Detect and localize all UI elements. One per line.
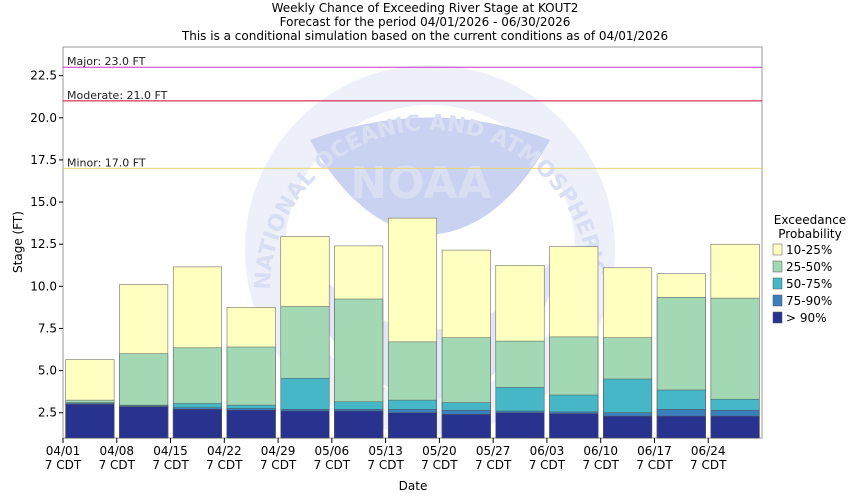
bar-stacks xyxy=(65,217,760,439)
y-tick-label-4: 12.5 xyxy=(30,237,57,251)
x-tick-date-8: 05/27 xyxy=(476,444,511,458)
x-tick-date-4: 04/29 xyxy=(261,444,296,458)
x-tick-time-3: 7 CDT xyxy=(206,458,243,472)
bar-segment-4-4 xyxy=(280,410,330,439)
bar-stack-2 xyxy=(172,266,222,439)
x-tick-date-3: 04/22 xyxy=(207,444,242,458)
bar-stack-6 xyxy=(388,217,437,439)
legend-swatch-3 xyxy=(772,294,783,307)
bar-stack-12 xyxy=(710,243,760,439)
bar-stack-9 xyxy=(549,246,599,439)
x-tick-time-11: 7 CDT xyxy=(636,458,673,472)
x-tick-time-0: 7 CDT xyxy=(45,458,82,472)
bar-stack-10 xyxy=(603,267,653,439)
x-tick-date-10: 06/10 xyxy=(583,444,618,458)
legend: Exceedance Probability 10-25% 25-50% 50-75… xyxy=(772,213,846,325)
x-tick-date-12: 06/24 xyxy=(691,444,726,458)
y-tick-label-5: 15.0 xyxy=(30,195,57,209)
x-tick-date-0: 04/01 xyxy=(46,444,81,458)
y-tick-label-2: 7.5 xyxy=(38,321,57,335)
x-tick-date-1: 04/08 xyxy=(99,444,134,458)
x-tick-time-2: 7 CDT xyxy=(152,458,189,472)
x-tick-date-7: 05/20 xyxy=(422,444,457,458)
y-tick-label-3: 10.0 xyxy=(30,279,57,293)
x-tick-time-12: 7 CDT xyxy=(690,458,727,472)
legend-items: 10-25% 25-50% 50-75% 75-90% > 90% xyxy=(772,243,832,325)
x-tick-time-6: 7 CDT xyxy=(367,458,404,472)
bar-segment-2-4 xyxy=(172,409,222,439)
legend-swatch-0 xyxy=(772,243,783,256)
x-tick-date-2: 04/15 xyxy=(153,444,188,458)
legend-label-3: 75-90% xyxy=(786,294,832,308)
legend-swatch-4 xyxy=(772,311,783,324)
bar-stack-5 xyxy=(334,245,384,439)
y-tick-label-8: 22.5 xyxy=(30,69,57,83)
legend-title-line-1: Exceedance xyxy=(774,213,846,227)
bar-stack-1 xyxy=(119,284,169,439)
watermark-center-text: NOAA xyxy=(350,158,491,209)
watermark-top-shape xyxy=(310,117,550,235)
x-axis-label: Date xyxy=(399,479,428,493)
bar-stack-11 xyxy=(656,273,706,439)
legend-label-1: 25-50% xyxy=(786,260,832,274)
x-tick-date-9: 06/03 xyxy=(530,444,565,458)
x-tick-time-5: 7 CDT xyxy=(314,458,351,472)
legend-swatch-1 xyxy=(772,260,783,273)
legend-label-2: 50-75% xyxy=(786,277,832,291)
bar-segment-3-4 xyxy=(226,409,276,439)
bar-stack-8 xyxy=(495,265,545,439)
bar-segment-11-4 xyxy=(656,415,706,439)
legend-title-line-2: Probability xyxy=(778,227,841,241)
bar-segment-1-4 xyxy=(119,406,169,439)
y-tick-label-0: 2.5 xyxy=(38,406,57,420)
x-tick-time-7: 7 CDT xyxy=(421,458,458,472)
bar-segment-9-4 xyxy=(549,413,599,439)
legend-label-4: > 90% xyxy=(786,311,827,325)
legend-label-0: 10-25% xyxy=(786,243,832,257)
bar-stack-3 xyxy=(226,307,276,439)
x-tick-time-4: 7 CDT xyxy=(260,458,297,472)
bar-stack-7 xyxy=(441,249,491,439)
chart-title-line-3: This is a conditional simulation based o… xyxy=(181,29,668,43)
x-tick-time-1: 7 CDT xyxy=(99,458,136,472)
bar-segment-5-4 xyxy=(334,410,384,439)
x-tick-date-11: 06/17 xyxy=(637,444,672,458)
x-tick-time-8: 7 CDT xyxy=(475,458,512,472)
y-tick-label-6: 17.5 xyxy=(30,153,57,167)
y-axis-label: Stage (FT) xyxy=(11,211,25,273)
legend-swatch-2 xyxy=(772,277,783,290)
y-axis: 2.5 5.0 7.5 10.0 12.5 15.0 17.5 20.0 22.5 xyxy=(30,69,63,420)
bar-segment-8-4 xyxy=(495,412,545,439)
y-tick-label-1: 5.0 xyxy=(38,364,57,378)
threshold-label-2: Minor: 17.0 FT xyxy=(67,156,146,169)
x-tick-time-10: 7 CDT xyxy=(582,458,619,472)
bar-stack-0 xyxy=(65,359,115,439)
bar-segment-7-4 xyxy=(441,414,491,439)
bar-segment-12-4 xyxy=(710,415,760,439)
x-tick-date-6: 05/13 xyxy=(368,444,403,458)
bar-segment-0-4 xyxy=(65,404,115,439)
threshold-lines: Major: 23.0 FT Moderate: 21.0 FT Minor: 17… xyxy=(63,55,762,169)
threshold-label-0: Major: 23.0 FT xyxy=(67,55,146,68)
bar-stack-4 xyxy=(280,236,330,439)
bar-segment-6-4 xyxy=(388,412,437,439)
x-tick-date-5: 05/06 xyxy=(315,444,350,458)
y-tick-label-7: 20.0 xyxy=(30,111,57,125)
chart-title-line-1: Weekly Chance of Exceeding River Stage a… xyxy=(272,1,579,15)
chart-title-line-2: Forecast for the period 04/01/2026 - 06/… xyxy=(280,15,571,29)
x-tick-time-9: 7 CDT xyxy=(529,458,566,472)
threshold-label-1: Moderate: 21.0 FT xyxy=(67,89,168,102)
bar-segment-10-4 xyxy=(603,415,653,439)
